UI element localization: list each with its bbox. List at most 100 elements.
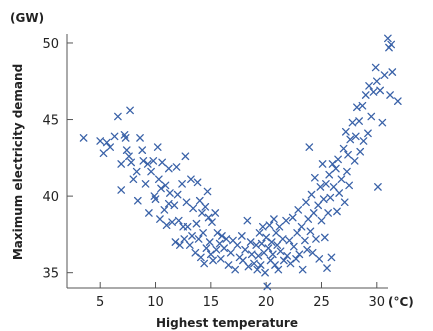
data-point xyxy=(305,143,314,151)
data-point xyxy=(153,143,162,151)
data-point xyxy=(216,255,225,263)
data-point xyxy=(319,195,328,204)
data-point xyxy=(180,235,189,243)
data-point xyxy=(255,229,264,237)
data-point xyxy=(247,250,256,259)
data-point xyxy=(367,112,376,121)
data-point xyxy=(384,34,392,43)
data-point xyxy=(361,91,370,99)
data-point xyxy=(332,164,340,173)
data-point xyxy=(213,229,222,237)
data-point xyxy=(324,209,332,217)
data-point xyxy=(303,245,311,254)
data-point xyxy=(393,97,402,106)
data-point xyxy=(335,189,344,197)
data-point xyxy=(162,221,171,230)
data-point xyxy=(244,262,253,271)
data-point xyxy=(351,132,360,141)
data-point xyxy=(355,117,363,125)
data-point xyxy=(170,201,179,210)
y-tick-label: 35 xyxy=(42,267,59,282)
data-point xyxy=(309,209,318,217)
data-point xyxy=(122,146,131,155)
data-point xyxy=(166,189,174,197)
data-point xyxy=(189,204,197,213)
data-point xyxy=(250,259,258,268)
data-point xyxy=(231,265,240,274)
data-point xyxy=(127,158,136,167)
data-point xyxy=(129,175,138,184)
data-point xyxy=(306,227,315,236)
data-point xyxy=(280,256,288,265)
y-axis-unit: (GW) xyxy=(10,11,44,25)
data-point xyxy=(258,222,267,231)
data-point xyxy=(312,235,320,243)
data-point xyxy=(380,71,389,79)
data-point xyxy=(359,137,368,145)
x-axis-unit: (°C) xyxy=(388,295,414,309)
data-point xyxy=(283,251,292,260)
data-point xyxy=(79,134,88,142)
data-point xyxy=(308,248,317,257)
data-point xyxy=(121,134,130,142)
x-ticks: 5 10 15 20 25 30 xyxy=(96,282,385,310)
x-tick-label: 15 xyxy=(203,295,220,310)
data-point xyxy=(160,206,169,214)
data-point xyxy=(286,259,295,268)
data-point xyxy=(172,163,181,171)
data-point xyxy=(339,144,348,153)
data-point xyxy=(315,255,324,263)
data-point xyxy=(372,77,381,86)
data-point xyxy=(147,167,155,176)
x-tick-label: 20 xyxy=(258,295,275,310)
data-point xyxy=(181,152,190,161)
data-point xyxy=(218,232,226,240)
data-point xyxy=(220,244,228,253)
data-point xyxy=(314,201,323,210)
data-point xyxy=(157,184,165,193)
data-point xyxy=(198,209,206,217)
data-point xyxy=(294,206,303,214)
x-tick-label: 30 xyxy=(369,295,386,310)
data-point xyxy=(136,134,144,142)
data-point xyxy=(156,215,164,223)
data-point xyxy=(188,232,196,240)
data-point xyxy=(203,187,212,196)
data-point xyxy=(263,282,272,291)
data-point xyxy=(246,238,255,246)
data-point xyxy=(178,180,186,188)
data-point xyxy=(243,216,252,225)
y-axis-label: Maximum electricity demand xyxy=(11,64,25,260)
data-point xyxy=(173,190,182,199)
x-tick-label: 5 xyxy=(96,295,104,310)
data-point xyxy=(254,251,263,260)
data-point xyxy=(191,248,200,257)
data-point xyxy=(326,193,335,202)
data-point xyxy=(145,209,153,217)
data-point xyxy=(205,238,214,246)
data-point xyxy=(378,118,387,127)
data-point xyxy=(133,196,142,205)
data-point xyxy=(341,127,350,136)
data-point xyxy=(158,158,167,167)
data-point xyxy=(350,157,359,165)
data-point xyxy=(141,180,150,188)
data-point xyxy=(337,175,346,184)
data-point xyxy=(265,221,274,230)
x-tick-label: 25 xyxy=(313,295,330,310)
data-point xyxy=(202,244,211,253)
data-point xyxy=(102,138,111,147)
data-point xyxy=(224,261,233,269)
data-point xyxy=(151,195,160,204)
data-point xyxy=(334,155,342,164)
data-point xyxy=(96,137,105,145)
data-point xyxy=(323,264,331,272)
data-point xyxy=(239,256,247,265)
data-point xyxy=(292,255,300,263)
data-point xyxy=(288,213,297,222)
data-point xyxy=(209,256,217,265)
data-point xyxy=(264,244,273,253)
data-point xyxy=(183,222,192,231)
data-point xyxy=(233,241,242,249)
data-point xyxy=(369,88,378,96)
